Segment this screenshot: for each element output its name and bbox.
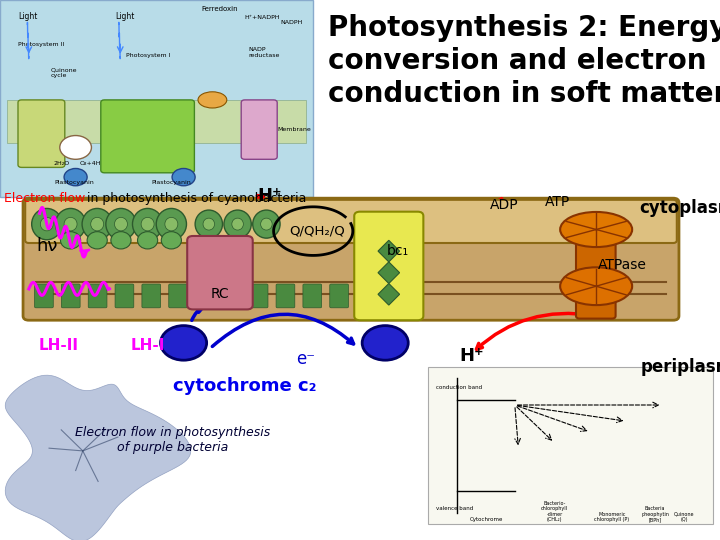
Circle shape [362, 326, 408, 360]
FancyBboxPatch shape [428, 367, 713, 524]
Ellipse shape [195, 210, 222, 238]
Text: bc₁: bc₁ [387, 244, 409, 258]
FancyBboxPatch shape [115, 284, 134, 308]
FancyBboxPatch shape [187, 236, 253, 309]
Text: cytoplasm: cytoplasm [639, 199, 720, 217]
Text: Q/QH₂/Q: Q/QH₂/Q [289, 225, 345, 238]
Text: conduction band: conduction band [436, 385, 482, 390]
Text: Monomeric
chlorophyll (P): Monomeric chlorophyll (P) [595, 512, 629, 522]
Circle shape [60, 136, 91, 159]
FancyBboxPatch shape [35, 284, 53, 308]
Text: Light: Light [115, 12, 135, 21]
Ellipse shape [161, 232, 181, 249]
Text: Quinone
cycle: Quinone cycle [50, 68, 77, 78]
Ellipse shape [111, 232, 131, 249]
Text: NADPH: NADPH [281, 21, 303, 25]
Ellipse shape [60, 232, 81, 249]
FancyBboxPatch shape [61, 284, 80, 308]
Text: RC: RC [210, 287, 229, 301]
Text: valence band: valence band [436, 507, 473, 511]
Ellipse shape [106, 208, 136, 240]
Ellipse shape [82, 208, 112, 240]
Text: Photosystem I: Photosystem I [126, 53, 171, 58]
FancyBboxPatch shape [142, 284, 161, 308]
Text: e⁻: e⁻ [297, 350, 315, 368]
Ellipse shape [253, 210, 280, 238]
Text: Quinone
(Q): Quinone (Q) [674, 512, 694, 522]
Polygon shape [5, 375, 191, 540]
Ellipse shape [232, 218, 243, 230]
Text: ATP: ATP [545, 195, 571, 210]
FancyBboxPatch shape [222, 284, 241, 308]
Ellipse shape [138, 232, 158, 249]
Polygon shape [378, 240, 400, 262]
Text: cytochrome c₂: cytochrome c₂ [173, 377, 317, 395]
Ellipse shape [32, 208, 62, 240]
FancyBboxPatch shape [303, 284, 322, 308]
Text: periplasm: periplasm [641, 358, 720, 376]
Text: LH-II: LH-II [39, 338, 79, 353]
FancyBboxPatch shape [0, 0, 313, 197]
Ellipse shape [203, 218, 215, 230]
Text: Photosystem II: Photosystem II [18, 42, 64, 47]
FancyBboxPatch shape [241, 100, 277, 159]
Text: ADP: ADP [490, 198, 518, 212]
FancyBboxPatch shape [196, 284, 215, 308]
Text: Cytochrome: Cytochrome [469, 517, 503, 522]
FancyBboxPatch shape [354, 212, 423, 320]
Text: ATPase: ATPase [598, 258, 647, 272]
Text: in photosynthesis of cyanobacteria: in photosynthesis of cyanobacteria [83, 192, 306, 205]
Text: NADP
reductase: NADP reductase [248, 48, 280, 58]
Polygon shape [378, 262, 400, 284]
Text: 2H₂O: 2H₂O [54, 161, 71, 166]
FancyBboxPatch shape [89, 284, 107, 308]
Ellipse shape [165, 217, 178, 231]
Ellipse shape [156, 208, 186, 240]
Ellipse shape [198, 92, 227, 108]
FancyBboxPatch shape [18, 100, 65, 167]
Text: Membrane: Membrane [277, 127, 311, 132]
FancyBboxPatch shape [276, 284, 294, 308]
Circle shape [172, 168, 195, 186]
Text: H⁺: H⁺ [459, 347, 484, 366]
Ellipse shape [55, 208, 86, 240]
FancyBboxPatch shape [576, 240, 616, 319]
Ellipse shape [87, 232, 107, 249]
Circle shape [64, 168, 87, 186]
Ellipse shape [40, 217, 53, 231]
Ellipse shape [132, 208, 163, 240]
Ellipse shape [64, 217, 77, 231]
Text: Bacteria
pheophytin
[BPh]: Bacteria pheophytin [BPh] [642, 507, 669, 522]
Text: Photosynthesis 2: Energy
conversion and electron
conduction in soft matter: Photosynthesis 2: Energy conversion and … [328, 14, 720, 109]
Text: H⁺: H⁺ [258, 187, 282, 205]
Text: Electron flow: Electron flow [4, 192, 85, 205]
Text: Light: Light [18, 12, 37, 21]
Text: Bacterio-
chlorophyll
-dimer
(CHL₂): Bacterio- chlorophyll -dimer (CHL₂) [541, 501, 568, 522]
Text: Plastocyanin: Plastocyanin [151, 180, 191, 185]
Ellipse shape [141, 217, 154, 231]
Text: LH-I: LH-I [130, 338, 165, 353]
Ellipse shape [560, 267, 632, 305]
Text: O₂+4H: O₂+4H [79, 161, 101, 166]
FancyBboxPatch shape [25, 200, 677, 243]
Ellipse shape [560, 212, 632, 247]
Text: H⁺+NADPH: H⁺+NADPH [245, 15, 280, 20]
Circle shape [161, 326, 207, 360]
Text: hν: hν [36, 237, 58, 255]
FancyBboxPatch shape [249, 284, 268, 308]
Ellipse shape [261, 218, 272, 230]
Ellipse shape [114, 217, 127, 231]
FancyBboxPatch shape [7, 100, 306, 143]
Ellipse shape [224, 210, 251, 238]
Ellipse shape [91, 217, 104, 231]
FancyBboxPatch shape [330, 284, 348, 308]
FancyBboxPatch shape [168, 284, 187, 308]
Polygon shape [378, 284, 400, 305]
Text: Electron flow in photosynthesis
of purple bacteria: Electron flow in photosynthesis of purpl… [75, 426, 271, 454]
FancyBboxPatch shape [23, 198, 679, 320]
Text: Plastocyanin: Plastocyanin [54, 180, 94, 185]
Text: Ferredoxin: Ferredoxin [202, 6, 238, 12]
FancyBboxPatch shape [101, 100, 194, 173]
